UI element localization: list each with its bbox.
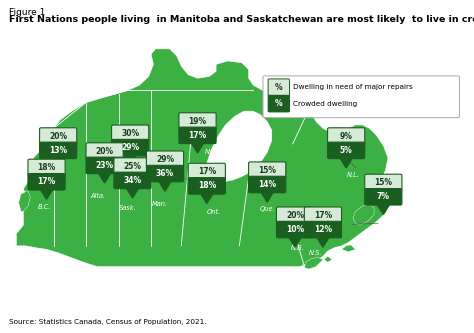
Text: 10%: 10% bbox=[286, 225, 304, 234]
Text: 19%: 19% bbox=[189, 117, 207, 126]
Text: %: % bbox=[275, 99, 283, 108]
FancyBboxPatch shape bbox=[248, 162, 286, 178]
Text: Dwelling in need of major repairs: Dwelling in need of major repairs bbox=[293, 84, 412, 90]
FancyBboxPatch shape bbox=[268, 95, 290, 112]
Polygon shape bbox=[289, 237, 301, 247]
Text: 20%: 20% bbox=[286, 211, 304, 220]
Text: Crowded dwelling: Crowded dwelling bbox=[293, 101, 357, 107]
Text: %: % bbox=[275, 83, 283, 92]
FancyBboxPatch shape bbox=[188, 163, 226, 180]
FancyBboxPatch shape bbox=[188, 177, 226, 194]
FancyBboxPatch shape bbox=[276, 207, 314, 223]
Polygon shape bbox=[304, 257, 323, 269]
Text: 17%: 17% bbox=[314, 211, 332, 220]
FancyBboxPatch shape bbox=[146, 165, 183, 182]
Polygon shape bbox=[18, 190, 30, 211]
FancyBboxPatch shape bbox=[304, 221, 341, 238]
Polygon shape bbox=[16, 49, 390, 267]
FancyBboxPatch shape bbox=[328, 142, 365, 159]
Text: 30%: 30% bbox=[121, 129, 139, 138]
FancyBboxPatch shape bbox=[40, 128, 77, 144]
Text: Ont.: Ont. bbox=[207, 209, 221, 215]
FancyBboxPatch shape bbox=[146, 151, 183, 167]
FancyBboxPatch shape bbox=[28, 173, 65, 190]
Text: N.S.: N.S. bbox=[309, 250, 323, 256]
Text: Alta.: Alta. bbox=[90, 193, 105, 199]
Text: 7%: 7% bbox=[377, 192, 390, 201]
Polygon shape bbox=[340, 158, 353, 168]
Polygon shape bbox=[52, 158, 64, 168]
Text: Source: Statistics Canada, Census of Population, 2021.: Source: Statistics Canada, Census of Pop… bbox=[9, 319, 207, 325]
FancyBboxPatch shape bbox=[328, 128, 365, 144]
Text: 36%: 36% bbox=[156, 169, 174, 178]
Polygon shape bbox=[191, 143, 204, 153]
FancyBboxPatch shape bbox=[304, 207, 341, 223]
Polygon shape bbox=[201, 193, 213, 203]
Text: 29%: 29% bbox=[121, 143, 139, 152]
Text: 25%: 25% bbox=[124, 162, 141, 170]
Text: 9%: 9% bbox=[340, 132, 353, 141]
FancyBboxPatch shape bbox=[179, 113, 216, 129]
FancyBboxPatch shape bbox=[86, 157, 123, 173]
Text: 18%: 18% bbox=[198, 181, 216, 190]
FancyBboxPatch shape bbox=[248, 176, 286, 193]
Text: 17%: 17% bbox=[37, 177, 55, 186]
Text: Que.: Que. bbox=[259, 206, 275, 212]
Text: 5%: 5% bbox=[340, 146, 353, 155]
Text: 14%: 14% bbox=[258, 180, 276, 189]
Text: 15%: 15% bbox=[258, 166, 276, 175]
FancyBboxPatch shape bbox=[268, 79, 290, 96]
Text: 17%: 17% bbox=[188, 131, 207, 140]
Polygon shape bbox=[40, 189, 53, 199]
Text: 29%: 29% bbox=[156, 155, 174, 164]
Text: N.L.: N.L. bbox=[346, 172, 360, 178]
FancyBboxPatch shape bbox=[179, 127, 216, 144]
Text: 34%: 34% bbox=[123, 176, 142, 185]
Text: Sask.: Sask. bbox=[119, 205, 137, 211]
Polygon shape bbox=[204, 111, 272, 182]
FancyBboxPatch shape bbox=[365, 174, 402, 191]
Text: First Nations people living  in Manitoba and Saskatchewan are most likely  to li: First Nations people living in Manitoba … bbox=[9, 15, 474, 24]
FancyBboxPatch shape bbox=[114, 158, 151, 174]
Text: 20%: 20% bbox=[96, 147, 114, 156]
Polygon shape bbox=[98, 172, 111, 183]
Polygon shape bbox=[377, 204, 390, 214]
Polygon shape bbox=[341, 245, 356, 252]
Text: 23%: 23% bbox=[96, 161, 114, 170]
Polygon shape bbox=[317, 237, 329, 247]
Text: 13%: 13% bbox=[49, 146, 67, 155]
Polygon shape bbox=[126, 187, 139, 198]
Text: N.B.: N.B. bbox=[291, 245, 304, 251]
Text: N.W.T.: N.W.T. bbox=[108, 166, 129, 171]
FancyBboxPatch shape bbox=[114, 172, 151, 189]
FancyBboxPatch shape bbox=[86, 143, 123, 159]
Polygon shape bbox=[324, 256, 332, 262]
Text: Y.T.: Y.T. bbox=[41, 167, 52, 173]
Polygon shape bbox=[261, 192, 273, 202]
FancyBboxPatch shape bbox=[276, 221, 314, 238]
Text: Man.: Man. bbox=[152, 201, 168, 207]
Text: 20%: 20% bbox=[49, 132, 67, 141]
FancyBboxPatch shape bbox=[263, 76, 459, 118]
Text: 15%: 15% bbox=[374, 178, 392, 187]
Polygon shape bbox=[124, 155, 137, 165]
Text: Figure 1: Figure 1 bbox=[9, 8, 46, 17]
Text: P.E.I.: P.E.I. bbox=[369, 225, 384, 231]
FancyBboxPatch shape bbox=[365, 188, 402, 205]
FancyBboxPatch shape bbox=[111, 140, 149, 156]
Polygon shape bbox=[353, 204, 374, 225]
FancyBboxPatch shape bbox=[28, 159, 65, 176]
FancyBboxPatch shape bbox=[111, 125, 149, 142]
Text: 17%: 17% bbox=[198, 167, 216, 176]
Text: B.C.: B.C. bbox=[37, 204, 51, 210]
Polygon shape bbox=[158, 181, 172, 191]
Text: Nvt.: Nvt. bbox=[205, 149, 218, 155]
Text: 18%: 18% bbox=[37, 163, 55, 172]
Text: 12%: 12% bbox=[314, 225, 332, 234]
FancyBboxPatch shape bbox=[40, 142, 77, 159]
